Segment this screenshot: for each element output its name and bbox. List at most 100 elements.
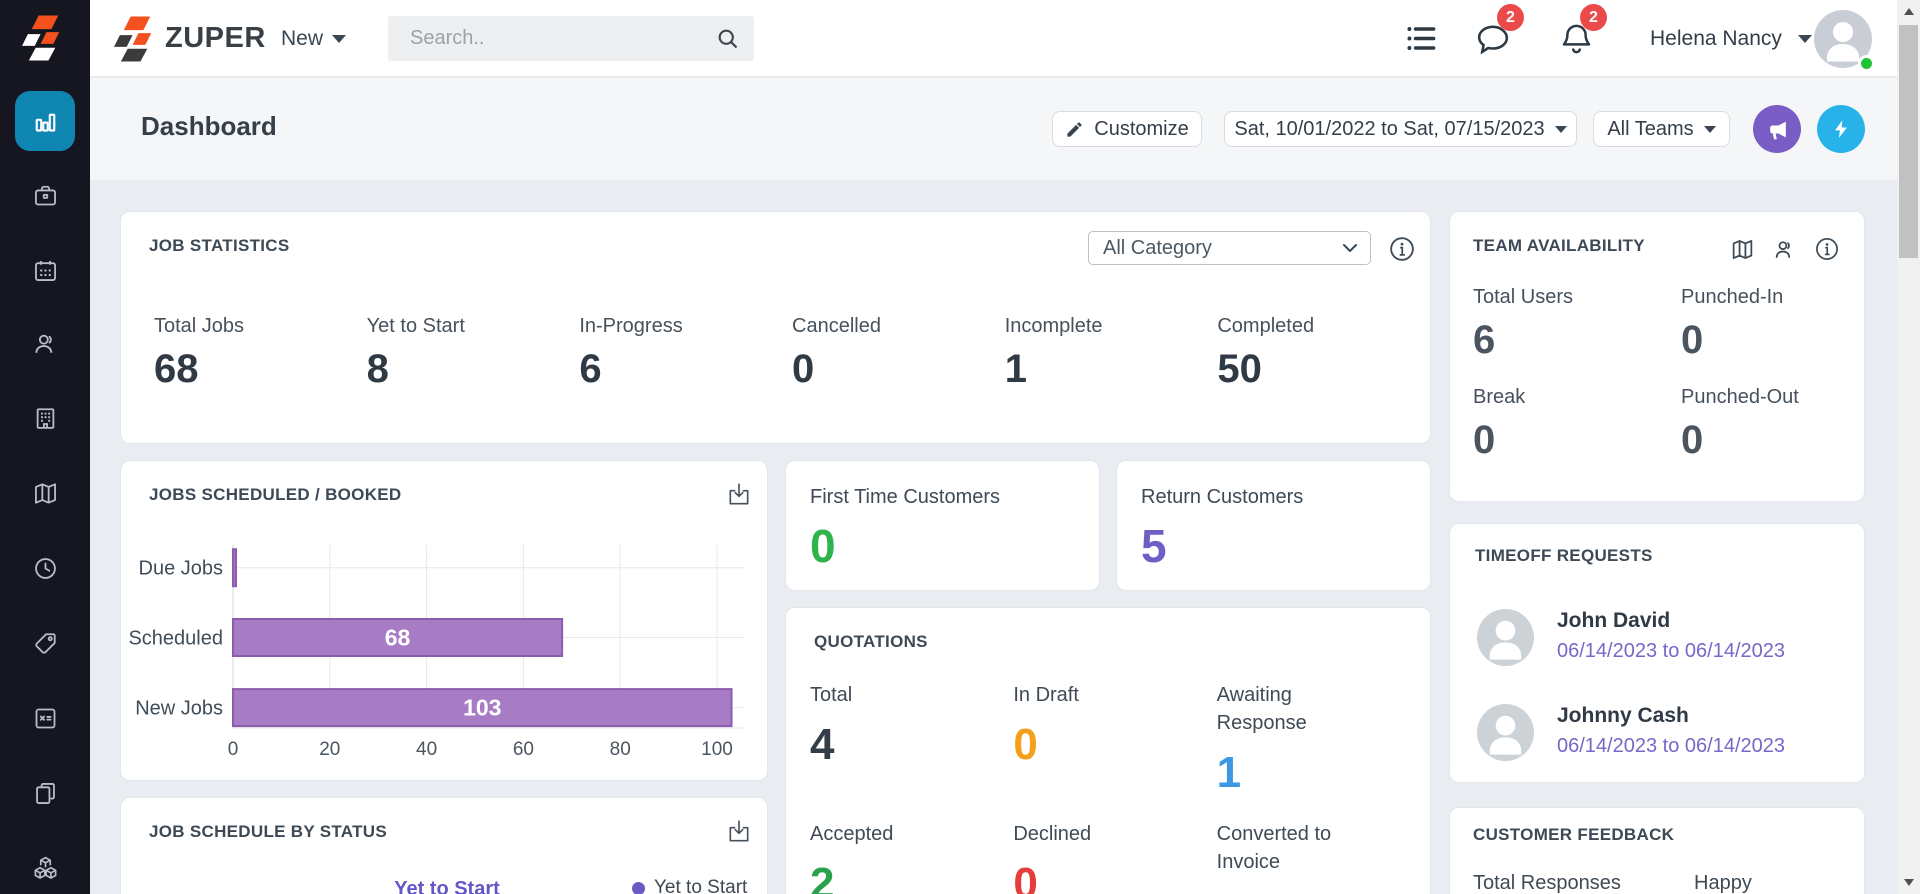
stat-value: 0	[1013, 859, 1038, 894]
timeoff-date-range: 06/14/2023 to 06/14/2023	[1557, 735, 1785, 757]
chat-button[interactable]: 2	[1473, 0, 1524, 77]
sidebar-item-jobs[interactable]	[0, 165, 90, 225]
sidebar	[0, 0, 90, 894]
sidebar-item-properties[interactable]	[0, 388, 90, 448]
timeoff-requests-title: TIMEOFF REQUESTS	[1475, 546, 1653, 565]
quote-accepted: Accepted 2	[810, 820, 1013, 894]
sidebar-item-inventory[interactable]	[0, 837, 90, 894]
return-customers-card: Return Customers 5	[1116, 460, 1431, 591]
search-icon[interactable]	[715, 26, 740, 51]
stat-label: Cancelled	[792, 315, 881, 337]
user-icon	[31, 330, 59, 358]
timeoff-request-item[interactable]: Johnny Cash 06/14/2023 to 06/14/2023	[1477, 704, 1785, 761]
map-icon	[32, 480, 59, 507]
sidebar-item-map[interactable]	[0, 463, 90, 523]
search-input[interactable]	[388, 27, 715, 50]
sidebar-item-estimates[interactable]	[0, 688, 90, 748]
stat-yet-to-start: Yet to Start 8	[367, 315, 580, 392]
stat-value: 0	[1681, 418, 1704, 462]
date-range-dropdown[interactable]: Sat, 10/01/2022 to Sat, 07/15/2023	[1224, 111, 1577, 147]
stat-label: Total	[810, 684, 853, 706]
svg-text:103: 103	[463, 695, 501, 721]
svg-text:Due Jobs: Due Jobs	[139, 558, 224, 580]
svg-text:20: 20	[319, 739, 340, 760]
timeoff-request-item[interactable]: John David 06/14/2023 to 06/14/2023	[1477, 609, 1785, 666]
online-status-dot	[1858, 55, 1875, 72]
page-title: Dashboard	[141, 111, 277, 141]
stat-in-progress: In-Progress 6	[579, 315, 792, 392]
job-statistics-card: JOB STATISTICS All Category Total Jobs 6…	[120, 211, 1431, 444]
scroll-down-arrow[interactable]	[1897, 871, 1920, 894]
notifications-badge: 2	[1580, 4, 1607, 31]
category-filter-value: All Category	[1103, 236, 1212, 259]
status-chart-legend[interactable]: Yet to Start	[632, 877, 747, 894]
zuper-logo-icon[interactable]	[22, 13, 69, 61]
task-list-button[interactable]	[1403, 0, 1438, 77]
global-search	[388, 16, 754, 61]
timeoff-date-range: 06/14/2023 to 06/14/2023	[1557, 640, 1785, 662]
zuper-logo-icon	[114, 14, 161, 62]
pages-icon	[32, 780, 59, 807]
sidebar-item-customers[interactable]	[0, 314, 90, 374]
stat-value: 0	[1681, 318, 1704, 362]
svg-text:100: 100	[701, 739, 733, 760]
sidebar-item-timesheets[interactable]	[0, 538, 90, 598]
notifications-button[interactable]: 2	[1557, 0, 1607, 77]
scrollbar-thumb[interactable]	[1899, 25, 1918, 258]
zuper-brand[interactable]: ZUPER	[114, 14, 266, 62]
stat-incomplete: Incomplete 1	[1005, 315, 1218, 392]
announcement-button[interactable]	[1753, 105, 1801, 153]
ta-punched-out: Punched-Out 0	[1681, 386, 1799, 463]
list-icon	[1403, 21, 1438, 56]
customize-button[interactable]: Customize	[1052, 111, 1202, 147]
svg-text:0: 0	[228, 739, 239, 760]
stat-value: 2	[810, 859, 835, 894]
new-dropdown[interactable]: New	[281, 0, 347, 77]
stat-label: In-Progress	[579, 315, 683, 337]
sidebar-item-dashboard[interactable]	[15, 91, 75, 151]
stat-value: 4	[810, 720, 835, 769]
stat-label: Incomplete	[1004, 315, 1103, 337]
sidebar-item-dispatch-board[interactable]	[0, 240, 90, 300]
teams-dropdown[interactable]: All Teams	[1593, 111, 1730, 147]
page-scrollbar[interactable]	[1897, 0, 1920, 894]
jobs-scheduled-title: JOBS SCHEDULED / BOOKED	[149, 485, 402, 504]
chevron-down-icon	[1343, 244, 1357, 253]
download-icon[interactable]	[726, 481, 752, 508]
topbar: ZUPER New 2	[90, 0, 1903, 77]
stat-value: 6	[1473, 318, 1496, 362]
stat-label: Completed	[1217, 315, 1315, 337]
user-menu[interactable]: Helena Nancy	[1650, 0, 1812, 77]
return-customers-value: 5	[1141, 520, 1167, 572]
quote-total: Total 4	[810, 681, 1013, 798]
users-view-icon[interactable]	[1772, 237, 1797, 262]
stat-label: Accepted	[810, 823, 894, 845]
quote-in-draft: In Draft 0	[1013, 681, 1216, 798]
quote-awaiting-response: Awaiting Response 1	[1217, 681, 1420, 798]
building-icon	[32, 405, 59, 432]
teams-value: All Teams	[1607, 117, 1694, 140]
stat-completed: Completed 50	[1217, 315, 1430, 392]
user-name: Helena Nancy	[1650, 26, 1782, 50]
info-icon[interactable]	[1814, 236, 1840, 262]
page-header: Dashboard Customize Sat, 10/01/2022 to S…	[90, 78, 1903, 180]
sidebar-item-documents[interactable]	[0, 763, 90, 823]
scroll-up-arrow[interactable]	[1897, 0, 1920, 23]
chevron-down-icon	[1703, 125, 1716, 133]
map-view-icon[interactable]	[1730, 237, 1755, 262]
category-filter-select[interactable]: All Category	[1088, 231, 1371, 265]
download-icon[interactable]	[726, 818, 752, 845]
calculator-icon	[32, 705, 59, 732]
stat-cancelled: Cancelled 0	[792, 315, 1005, 392]
svg-text:80: 80	[610, 739, 631, 760]
stat-label: Punched-In	[1681, 286, 1784, 308]
info-icon[interactable]	[1388, 235, 1416, 263]
stat-label: Punched-Out	[1681, 386, 1799, 408]
quote-declined: Declined 0	[1013, 820, 1216, 894]
timeoff-user-name: Johnny Cash	[1557, 704, 1689, 727]
pencil-icon	[1065, 120, 1084, 139]
stat-label: Total Users	[1473, 286, 1574, 308]
sidebar-item-price-book[interactable]	[0, 613, 90, 673]
user-avatar[interactable]	[1814, 10, 1875, 72]
boost-button[interactable]	[1817, 105, 1865, 153]
